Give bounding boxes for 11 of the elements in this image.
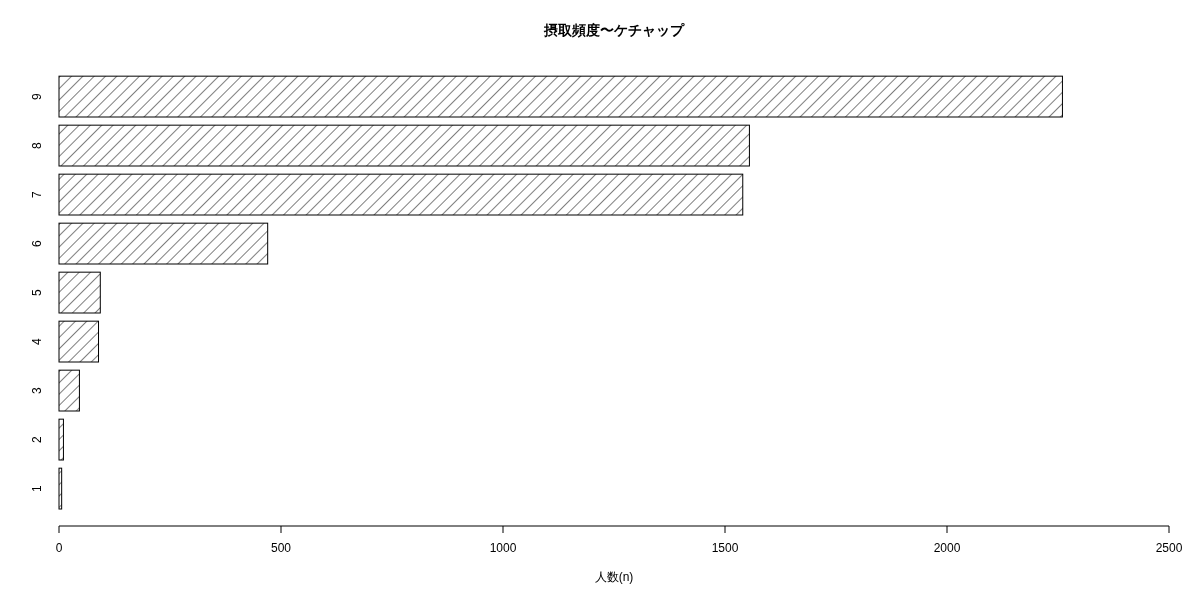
y-tick-label: 4 (30, 337, 44, 345)
x-axis-title: 人数(n) (594, 570, 634, 584)
y-tick-label: 5 (30, 288, 44, 296)
y-tick-label: 6 (30, 239, 44, 247)
y-tick-label: 7 (30, 190, 44, 198)
y-tick-label: 2 (30, 435, 44, 443)
y-tick-label: 9 (30, 92, 44, 100)
y-tick-label: 1 (30, 484, 44, 492)
y-tick-label: 3 (30, 386, 44, 394)
y-tick-label: 8 (30, 141, 44, 149)
chart-title: 摂取頻度〜ケチャップ (543, 22, 685, 38)
